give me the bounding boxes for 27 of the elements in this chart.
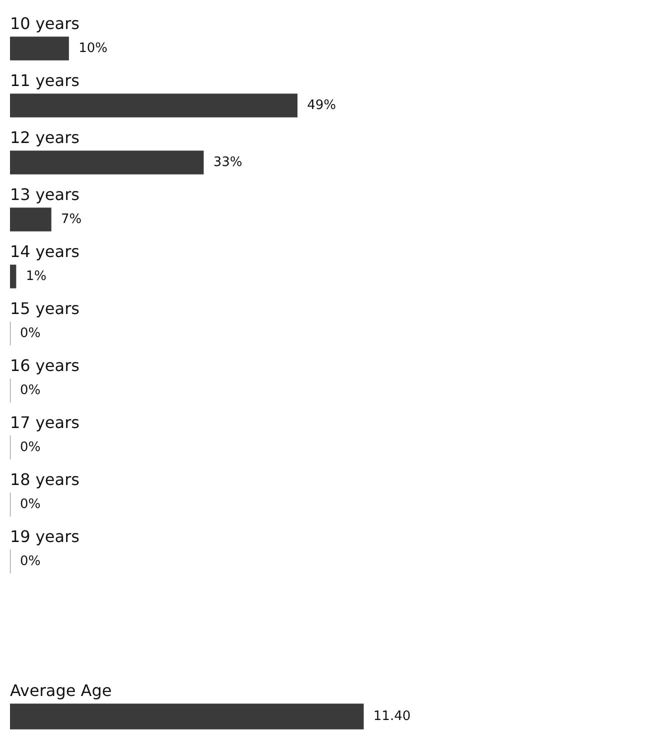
bar bbox=[10, 94, 298, 118]
data-label: 0% bbox=[20, 496, 41, 512]
data-label: 0% bbox=[20, 440, 41, 455]
bar bbox=[10, 150, 204, 174]
data-label: 0% bbox=[20, 554, 41, 569]
category-label: 12 years bbox=[10, 128, 80, 147]
category-label: 15 years bbox=[10, 299, 80, 318]
category-label: 14 years bbox=[10, 242, 80, 261]
data-label: 0% bbox=[20, 382, 41, 398]
data-label: 1% bbox=[26, 268, 46, 284]
data-label: 49% bbox=[307, 98, 336, 113]
data-label: 10% bbox=[78, 40, 108, 56]
data-label: 7% bbox=[61, 212, 82, 227]
category-label: 16 years bbox=[10, 356, 80, 375]
bar bbox=[10, 36, 69, 60]
category-label: 18 years bbox=[10, 470, 80, 489]
category-label: Average Age bbox=[10, 681, 112, 700]
data-label: 11.40 bbox=[373, 708, 411, 724]
bar bbox=[10, 264, 16, 288]
category-label: 10 years bbox=[10, 14, 80, 33]
category-label: 19 years bbox=[10, 527, 80, 546]
bar bbox=[10, 208, 52, 232]
category-label: 13 years bbox=[10, 185, 80, 204]
category-label: 17 years bbox=[10, 413, 80, 432]
data-label: 33% bbox=[213, 154, 242, 170]
data-label: 0% bbox=[20, 326, 41, 341]
category-label: 11 years bbox=[10, 71, 80, 90]
